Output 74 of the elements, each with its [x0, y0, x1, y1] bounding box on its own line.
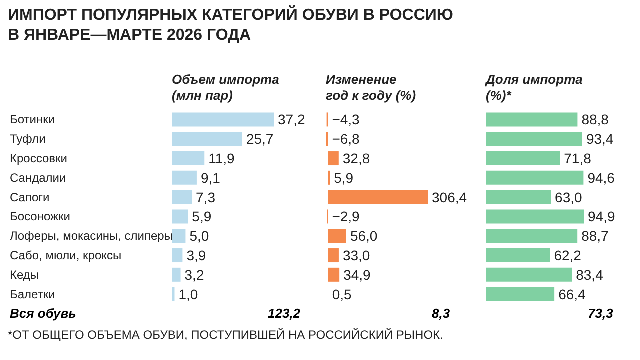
bar — [486, 170, 584, 185]
data-label: 5,0 — [190, 228, 210, 244]
bar — [172, 229, 186, 244]
bar — [328, 229, 346, 244]
data-label: −6,8 — [332, 131, 360, 148]
bar — [486, 210, 584, 224]
y-tick-label: Кроссовки — [10, 152, 68, 166]
y-tick-label: Ботинки — [10, 112, 56, 127]
bar — [328, 248, 339, 263]
data-label: 83,4 — [576, 266, 604, 283]
data-label: 94,6 — [588, 170, 616, 186]
bar — [486, 248, 550, 263]
data-label: 11,9 — [208, 150, 236, 167]
data-label: 3,9 — [186, 248, 206, 264]
bar — [328, 190, 428, 204]
y-tick-label: Кеды — [10, 268, 40, 282]
y-tick-label: Сабо, мюли, кроксы — [10, 248, 122, 262]
bar — [172, 287, 175, 302]
bar — [486, 112, 578, 127]
data-label: −2,9 — [332, 208, 360, 225]
data-label: 56,0 — [350, 228, 378, 244]
data-label: 63,0 — [555, 189, 583, 206]
bar — [486, 152, 560, 166]
y-tick-label: Балетки — [10, 287, 56, 302]
text: 8,3 — [432, 306, 450, 321]
data-label: −4,3 — [332, 112, 360, 128]
y-tick-label: Босоножки — [10, 210, 71, 224]
y-tick-label: Лоферы, мокасины, слиперы — [10, 229, 173, 244]
data-label: 7,3 — [196, 189, 216, 206]
bar — [486, 190, 552, 204]
data-label: 5,9 — [192, 208, 212, 225]
data-label: 88,8 — [582, 112, 610, 128]
chart-subtitle: Изменение год к году (%) — [326, 72, 416, 104]
bar — [172, 132, 242, 146]
data-label: 5,9 — [334, 170, 354, 186]
bar — [486, 132, 582, 146]
y-tick-label: Сандалии — [10, 170, 66, 185]
data-label: 33,0 — [342, 248, 370, 264]
bar — [328, 152, 339, 166]
data-label: 62,2 — [554, 248, 582, 264]
data-label: 9,1 — [200, 170, 221, 186]
bar — [486, 287, 555, 302]
data-label: 3,2 — [184, 266, 204, 283]
bar — [328, 268, 340, 282]
text: Вся обувь — [10, 306, 76, 321]
data-label: 306,4 — [432, 189, 468, 206]
chart-subtitle: Объем импорта (млн пар) — [172, 72, 280, 104]
data-label: 0,5 — [332, 286, 352, 302]
bar — [172, 112, 274, 127]
data-label: 32,8 — [342, 150, 370, 167]
chart-subtitle: Доля импорта (%)* — [486, 72, 583, 104]
bar — [486, 268, 572, 282]
bar — [172, 170, 197, 185]
text: 73,3 — [588, 306, 614, 321]
text: *ОТ ОБЩЕГО ОБЪЕМА ОБУВИ, ПОСТУПИВШЕЙ НА РОССИЙСКИЙ РЫНОК. — [8, 328, 444, 342]
data-label: 34,9 — [344, 266, 372, 283]
chart-title: ИМПОРТ ПОПУЛЯРНЫХ КАТЕГОРИЙ ОБУВИ В РОССИЮ В ЯНВАРЕ—МАРТЕ 2026 ГОДА — [8, 6, 454, 46]
data-label: 88,7 — [582, 228, 610, 244]
text: 123,2 — [268, 306, 301, 321]
bar — [172, 268, 181, 282]
bar — [172, 190, 192, 204]
data-label: 66,4 — [558, 286, 586, 302]
data-label: 94,9 — [588, 208, 616, 225]
bar — [172, 210, 188, 224]
data-label: 1,0 — [178, 286, 198, 302]
y-tick-label: Сапоги — [10, 190, 50, 204]
y-tick-label: Туфли — [10, 132, 46, 146]
data-label: 93,4 — [586, 131, 614, 148]
bar — [172, 248, 183, 263]
bar — [486, 229, 578, 244]
data-label: 25,7 — [246, 131, 274, 148]
data-label: 37,2 — [278, 112, 306, 128]
data-label: 71,8 — [564, 150, 592, 167]
bar — [172, 152, 205, 166]
